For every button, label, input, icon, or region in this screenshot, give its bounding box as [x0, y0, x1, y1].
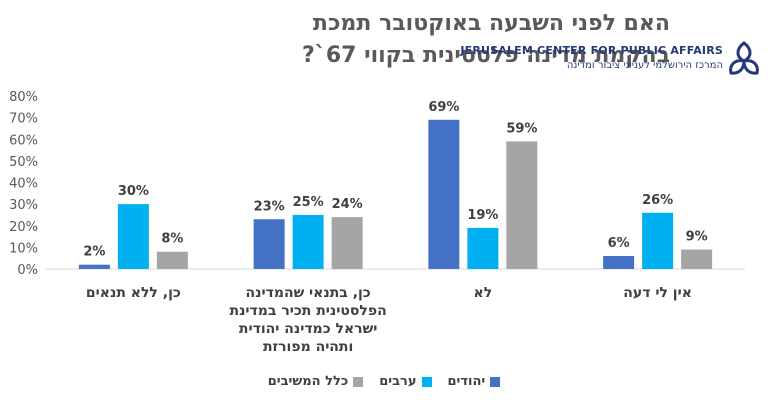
- data-label: 69%: [428, 100, 459, 115]
- bar: [603, 256, 635, 269]
- data-label: 8%: [161, 232, 183, 247]
- data-label: 59%: [506, 121, 537, 136]
- logo: JERUSALEM CENTER FOR PUBLIC AFFAIRS המרכ…: [460, 40, 765, 85]
- category-label: כן, ללא תנאים: [86, 285, 181, 301]
- logo-emblem-icon: [729, 41, 759, 75]
- legend-swatch: [490, 376, 501, 387]
- legend-label: ערבים: [379, 374, 417, 389]
- y-tick-label: 60%: [9, 133, 38, 148]
- category-label: ישראל כמדינה יהודית: [239, 321, 377, 337]
- data-label: 19%: [467, 208, 498, 223]
- legend-label: יהודים: [447, 374, 486, 389]
- category-label: אין לי דעה: [623, 285, 692, 301]
- bar: [292, 214, 324, 269]
- y-tick-label: 70%: [9, 112, 38, 127]
- data-label: 9%: [686, 230, 708, 245]
- data-label: 26%: [642, 193, 673, 208]
- data-label: 23%: [254, 199, 285, 214]
- data-label: 6%: [608, 236, 630, 251]
- legend-item-jews: יהודים: [448, 374, 501, 389]
- y-tick-label: 50%: [9, 155, 38, 170]
- bar: [156, 251, 188, 269]
- bar: [117, 204, 149, 269]
- legend-swatch: [353, 376, 364, 387]
- legend-label: כלל המשיבים: [267, 374, 349, 389]
- legend-swatch: [421, 376, 432, 387]
- data-labels: 2% 30% 8% 23% 25% 24% 69% 19% 59% 6% 26% 9%: [83, 100, 707, 260]
- bar: [642, 212, 674, 269]
- bar: [331, 217, 363, 269]
- y-tick-label: 20%: [9, 220, 38, 235]
- bar: [506, 141, 538, 269]
- legend-item-all: כלל המשיבים: [267, 374, 364, 389]
- legend: יהודים ערבים כלל המשיבים: [0, 374, 768, 389]
- y-tick-label: 40%: [9, 177, 38, 192]
- data-label: 2%: [83, 245, 105, 260]
- bar: [467, 227, 499, 269]
- y-tick-label: 80%: [9, 90, 38, 105]
- bars: [78, 119, 713, 269]
- category-label: הפלסטינית תכיר במדינת: [230, 303, 387, 319]
- category-label: לא: [474, 285, 493, 301]
- bar: [681, 249, 713, 269]
- data-label: 24%: [332, 197, 363, 212]
- chart-title: האם לפני השבעה באוקטובר תמכת בהקמת מדינה…: [302, 11, 670, 68]
- category-labels: כן, ללא תנאים כן, בתנאי שהמדינה הפלסטינית …: [86, 285, 692, 355]
- y-tick-label: 10%: [9, 241, 38, 256]
- y-axis-ticks: 0% 10% 20% 30% 40% 50% 60% 70% 80%: [9, 90, 38, 278]
- category-label: ותהיה מפורזת: [263, 339, 353, 355]
- y-tick-label: 30%: [9, 198, 38, 213]
- logo-text-he: המרכז הירושלמי לענייני ציבור ומדינה: [566, 60, 723, 71]
- category-label: כן, בתנאי שהמדינה: [246, 285, 371, 301]
- y-tick-label: 0%: [17, 263, 38, 278]
- bar: [253, 219, 285, 269]
- logo-text-en: JERUSALEM CENTER FOR PUBLIC AFFAIRS: [460, 44, 723, 57]
- data-label: 25%: [293, 195, 324, 210]
- bar: [428, 119, 460, 269]
- bar: [78, 264, 110, 269]
- data-label: 30%: [118, 184, 149, 199]
- legend-item-arabs: ערבים: [379, 374, 432, 389]
